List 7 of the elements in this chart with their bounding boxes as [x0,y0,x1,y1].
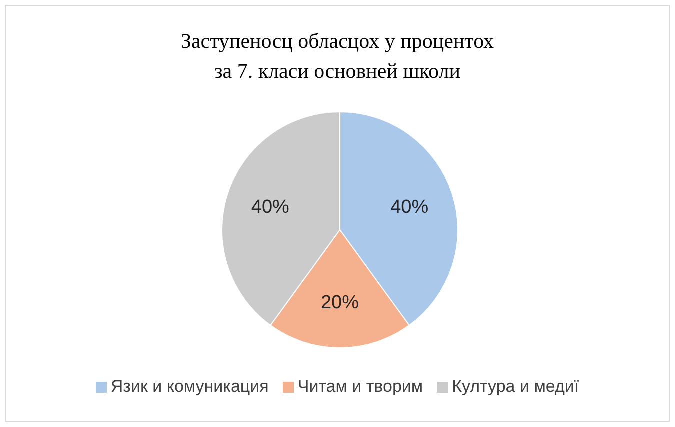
legend-label: Язик и комуникация [110,377,269,397]
legend-label: Култура и медиї [451,377,580,397]
data-label: 40% [390,196,429,218]
chart-title: Заступеносц обласцох у процентох за 7. класи основней школи [180,28,496,85]
data-label: 20% [320,292,360,314]
legend-label: Читам и творим [296,377,424,397]
data-label: 40% [251,196,290,218]
